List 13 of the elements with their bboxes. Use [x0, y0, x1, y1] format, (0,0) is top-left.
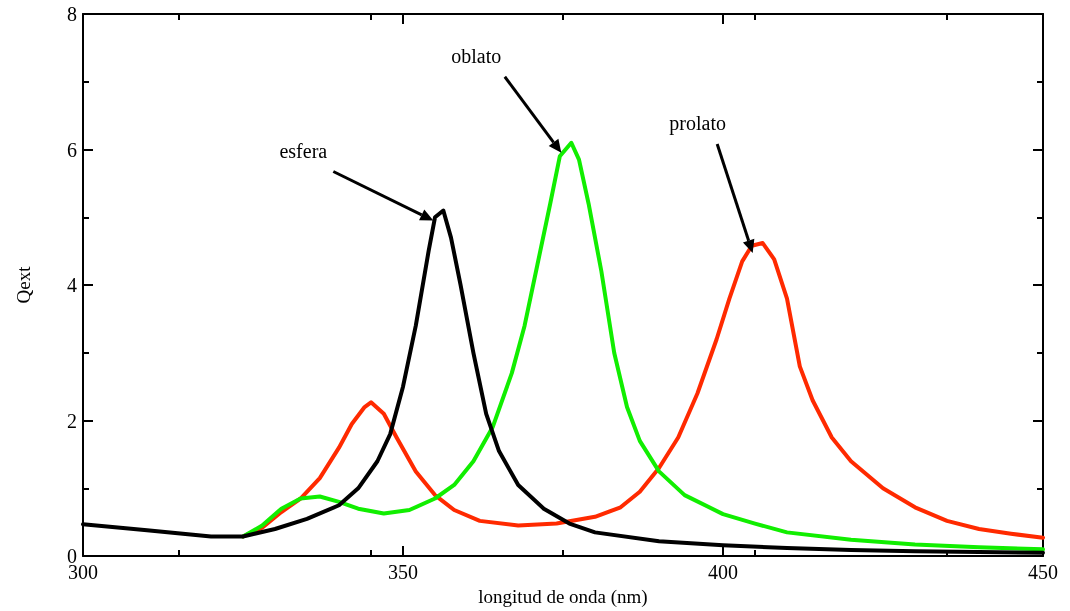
line-series: [241, 140, 1045, 552]
x-tick-label: 400: [708, 561, 738, 584]
x-tick-label: 450: [1028, 561, 1058, 584]
text: oblato: [451, 44, 502, 67]
y-tick-label: 8: [67, 3, 77, 25]
text: prolato: [669, 112, 727, 136]
y-tick-label: 4: [67, 274, 77, 297]
text: esfera: [279, 139, 328, 162]
x-tick-label: 350: [388, 561, 418, 584]
y-tick-label: 6: [67, 138, 77, 161]
y-tick-label: 2: [67, 409, 77, 432]
y-axis-title: Qext: [13, 265, 34, 304]
x-axis-title: longitud de onda (nm): [478, 586, 648, 608]
